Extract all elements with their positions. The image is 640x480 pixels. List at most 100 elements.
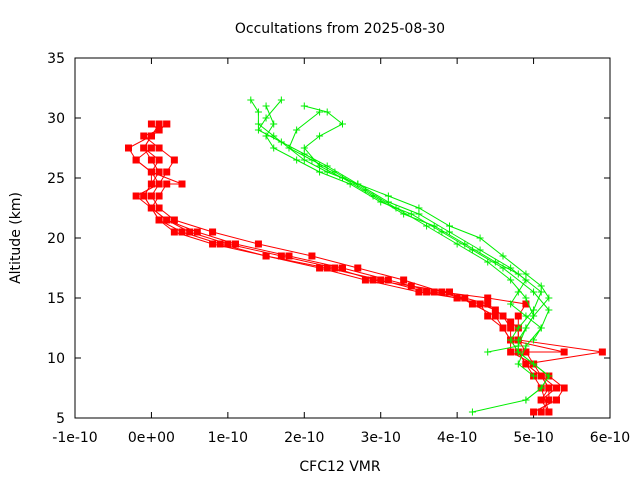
data-point — [354, 180, 362, 188]
data-point — [354, 264, 362, 272]
data-point — [384, 192, 392, 200]
data-point — [545, 294, 553, 302]
data-point — [147, 156, 155, 164]
data-point — [316, 108, 324, 116]
data-point — [285, 252, 293, 260]
data-point — [514, 324, 522, 332]
data-point — [270, 144, 278, 152]
data-point — [155, 216, 163, 224]
data-point — [262, 102, 270, 110]
data-point — [339, 120, 346, 128]
data-point — [499, 264, 507, 272]
data-point — [147, 192, 155, 200]
data-point — [147, 168, 155, 176]
data-point — [560, 348, 568, 356]
data-point — [300, 150, 308, 158]
data-point — [178, 228, 186, 236]
data-point — [346, 180, 354, 188]
data-point — [163, 180, 171, 188]
data-point — [277, 138, 285, 146]
y-axis-ticks: 5 10 15 20 25 30 35 — [47, 51, 610, 427]
data-point — [331, 264, 339, 272]
data-point — [125, 144, 132, 152]
data-point — [262, 114, 270, 122]
data-point — [545, 306, 553, 314]
data-point — [499, 324, 507, 332]
data-point — [384, 198, 392, 206]
data-point — [293, 156, 301, 164]
data-point — [323, 108, 331, 116]
data-point — [140, 192, 148, 200]
data-point — [155, 126, 163, 134]
data-point — [155, 120, 163, 128]
data-point — [293, 126, 301, 134]
data-point — [254, 240, 262, 248]
data-point — [377, 276, 385, 284]
data-point — [537, 282, 545, 290]
data-point — [170, 216, 178, 224]
data-point — [491, 312, 499, 320]
data-point — [553, 396, 560, 404]
data-point — [407, 282, 415, 290]
data-point — [193, 228, 201, 236]
series-line — [143, 123, 550, 413]
data-point — [438, 228, 446, 236]
data-point — [446, 228, 453, 236]
data-point — [453, 240, 461, 248]
data-point — [147, 144, 155, 152]
series-line — [265, 105, 550, 377]
data-point — [522, 300, 530, 308]
data-point — [545, 372, 553, 380]
data-point — [430, 288, 438, 296]
series-line — [288, 111, 542, 341]
data-point — [140, 144, 148, 152]
data-point — [438, 288, 446, 296]
data-point — [186, 228, 194, 236]
data-point — [323, 168, 331, 176]
data-point — [163, 168, 171, 176]
data-point — [209, 240, 217, 248]
series-line — [127, 123, 565, 413]
data-point — [277, 252, 285, 260]
data-point — [468, 300, 476, 308]
data-point — [155, 192, 163, 200]
data-point — [400, 276, 408, 284]
data-point — [316, 168, 324, 176]
data-point — [140, 132, 148, 140]
data-point — [254, 120, 262, 128]
data-point — [316, 264, 324, 272]
x-tick-label: 5e-10 — [513, 430, 553, 446]
series-1 — [125, 120, 606, 416]
x-tick-label: 0e+00 — [128, 430, 175, 446]
data-point — [514, 312, 522, 320]
y-tick-label: 35 — [47, 51, 65, 67]
data-point — [384, 276, 392, 284]
data-point — [147, 132, 155, 140]
data-point — [514, 342, 522, 350]
data-point — [163, 120, 171, 128]
data-point — [530, 312, 538, 320]
data-point — [224, 240, 232, 248]
data-point — [155, 168, 163, 176]
data-point — [170, 156, 178, 164]
data-point — [209, 228, 217, 236]
data-point — [155, 180, 163, 188]
x-tick-label: 4e-10 — [437, 430, 477, 446]
data-point — [339, 264, 346, 272]
data-point — [499, 312, 507, 320]
data-point — [484, 312, 492, 320]
data-point — [361, 276, 369, 284]
data-point — [484, 300, 492, 308]
data-point — [522, 342, 530, 350]
data-point — [476, 300, 484, 308]
data-point — [377, 198, 385, 206]
plot-frame — [74, 57, 611, 419]
data-point — [553, 384, 560, 392]
y-tick-label: 30 — [47, 111, 65, 127]
data-point — [537, 408, 545, 416]
data-point — [530, 288, 538, 296]
data-point — [530, 372, 538, 380]
data-point — [147, 180, 155, 188]
data-point — [545, 384, 553, 392]
data-point — [507, 318, 515, 326]
